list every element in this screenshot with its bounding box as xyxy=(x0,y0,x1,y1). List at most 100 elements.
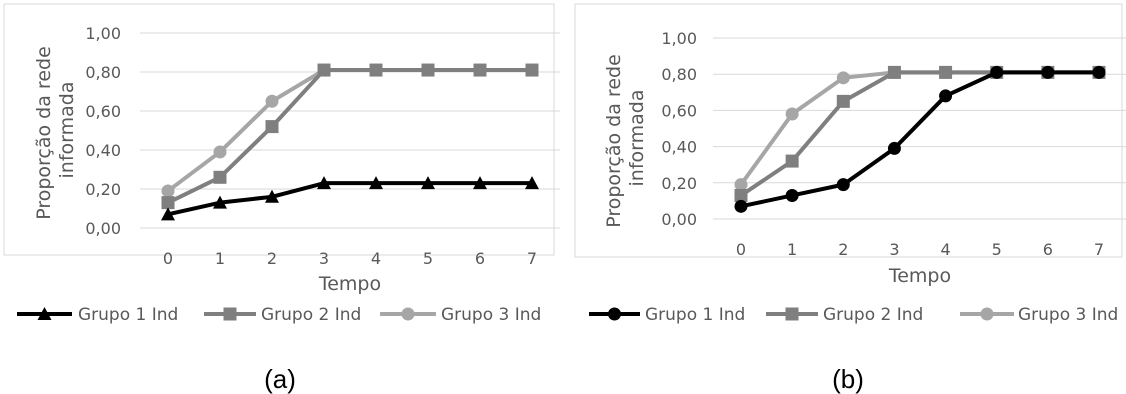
chart-b-frame xyxy=(574,3,1123,258)
chart-b-series-2-point xyxy=(836,94,850,108)
chart-a-series-1-line xyxy=(166,181,534,217)
chart-a-legend-label: Grupo 3 Ind xyxy=(441,305,541,325)
chart-a-legend-swatch-marker xyxy=(401,307,415,321)
chart-a-y-tick-label: 0,60 xyxy=(85,102,121,121)
chart-b-series-1 xyxy=(734,65,1106,213)
chart-a-series-2-line xyxy=(166,68,534,205)
chart-a-series-2-point xyxy=(369,63,383,77)
chart-b-legend-label: Grupo 2 Ind xyxy=(823,305,923,325)
chart-a-legend-swatch-marker xyxy=(223,307,237,321)
chart-a-y-tick-label: 0,00 xyxy=(85,219,121,238)
chart-a-series-2-point xyxy=(265,120,279,134)
chart-b-series-2-point xyxy=(939,65,953,79)
chart-a-series-3-point xyxy=(161,184,175,198)
chart-a-series-2-point xyxy=(213,170,227,184)
chart-b-x-tick-label: 4 xyxy=(940,240,950,259)
chart-a-legend-swatch-marker xyxy=(37,307,52,320)
chart-b-y-tick-label: 0,60 xyxy=(661,101,697,120)
chart-a-series-2-point xyxy=(161,196,175,210)
chart-a-y-axis-title-line2: informada xyxy=(56,82,78,179)
chart-b-x-axis-title: Tempo xyxy=(888,265,951,287)
chart-a-series-1-point xyxy=(213,195,227,209)
chart-a-frame xyxy=(3,3,555,256)
chart-a-series-2-point xyxy=(473,63,487,77)
chart-a-series xyxy=(161,63,539,221)
chart-a-series-1-point xyxy=(317,176,331,190)
chart-b-x-tick-label: 2 xyxy=(838,240,848,259)
chart-b-series-3-point xyxy=(785,107,799,121)
chart-b-legend-swatch-marker xyxy=(785,307,799,321)
chart-b-y-tick-label: 1,00 xyxy=(661,29,697,48)
chart-a-y-axis-title-line1: Proporção da rede xyxy=(33,46,55,220)
chart-b-y-axis-title-line2: informada xyxy=(626,90,648,187)
chart-b-series-1-point xyxy=(887,141,901,155)
chart-a-series-2 xyxy=(161,63,539,210)
chart-b-series-1-point xyxy=(990,65,1004,79)
chart-b-series-2-point xyxy=(887,65,901,79)
chart-b-legend-label: Grupo 1 Ind xyxy=(645,305,745,325)
chart-b-series-1-point xyxy=(785,188,799,202)
chart-a-series-2-point xyxy=(525,63,539,77)
chart-b-series-2-point xyxy=(734,188,748,202)
chart-a-y-tick-label: 0,20 xyxy=(85,180,121,199)
chart-b-legend: Grupo 1 Ind Grupo 2 Ind Grupo 3 Ind xyxy=(589,305,1118,325)
chart-a-series-1-point xyxy=(161,207,175,221)
chart-b-series-2-point xyxy=(785,154,799,168)
chart-a-series-3-point xyxy=(265,94,279,108)
chart-a-series-2-point xyxy=(421,63,435,77)
chart-b-series-1-point xyxy=(836,178,850,192)
chart-a-series-1-point xyxy=(421,176,435,190)
chart-b-panel-label: (b) xyxy=(832,364,864,394)
chart-a-legend-item-3: Grupo 3 Ind xyxy=(380,305,541,325)
chart-b-legend-item-1: Grupo 1 Ind xyxy=(589,305,745,325)
chart-b-y-axis-title: Proporção da rede informada xyxy=(603,48,648,228)
chart-b-legend-swatch-marker xyxy=(608,307,621,321)
chart-b-legend-item-2: Grupo 2 Ind xyxy=(766,305,923,325)
chart-b-x-tick-label: 6 xyxy=(1043,240,1053,259)
chart-a-x-tick-label: 0 xyxy=(163,249,173,268)
chart-b-y-tick-label: 0,40 xyxy=(661,138,697,157)
chart-a-y-ticks: 0,00 0,20 0,40 0,60 0,80 1,00 xyxy=(85,24,121,238)
chart-a-x-tick-label: 2 xyxy=(267,249,277,268)
chart-a-y-tick-label: 0,80 xyxy=(85,63,121,82)
chart-a-legend-label: Grupo 1 Ind xyxy=(78,305,178,325)
chart-a-y-axis-title: Proporção da rede informada xyxy=(33,40,78,220)
chart-b-series-1-point xyxy=(939,89,953,103)
chart-b-x-tick-label: 5 xyxy=(992,240,1002,259)
chart-b-series-3-point xyxy=(734,178,748,192)
chart-b-x-tick-label: 3 xyxy=(889,240,899,259)
chart-b-series-3-point xyxy=(836,71,850,85)
chart-b-legend-label: Grupo 3 Ind xyxy=(1018,305,1118,325)
chart-a-series-2-point xyxy=(317,63,331,77)
chart-a-x-tick-label: 6 xyxy=(475,249,485,268)
chart-a-legend-item-2: Grupo 2 Ind xyxy=(204,305,361,325)
chart-b-legend-item-3: Grupo 3 Ind xyxy=(960,305,1118,325)
chart-a-x-tick-label: 3 xyxy=(319,249,329,268)
chart-b-x-tick-label: 0 xyxy=(736,240,746,259)
chart-a-x-tick-label: 1 xyxy=(215,249,225,268)
chart-a-legend: Grupo 1 Ind Grupo 2 Ind Grupo 3 Ind xyxy=(17,305,541,325)
chart-a-series-1-point xyxy=(525,176,539,190)
chart-a-x-ticks: 0 1 2 3 4 5 6 7 xyxy=(163,249,537,268)
chart-b-series-1-point xyxy=(734,199,748,213)
chart-a-legend-item-1: Grupo 1 Ind xyxy=(17,305,178,325)
chart-b-y-tick-label: 0,00 xyxy=(661,210,697,229)
chart-b-series-1-line xyxy=(739,70,1101,209)
chart-a-series-1-point xyxy=(265,189,279,203)
chart-a-legend-label: Grupo 2 Ind xyxy=(261,305,361,325)
chart-a-series-1-point xyxy=(369,176,383,190)
chart-a-y-tick-label: 0,40 xyxy=(85,141,121,160)
chart-b-y-ticks: 0,00 0,20 0,40 0,60 0,80 1,00 xyxy=(661,29,697,229)
chart-b-series-1-point xyxy=(1041,65,1055,79)
chart-a-series-1-point xyxy=(473,176,487,190)
chart-b-x-tick-label: 7 xyxy=(1094,240,1104,259)
chart-a-x-axis-title: Tempo xyxy=(318,273,381,295)
chart-a-x-tick-label: 4 xyxy=(371,249,381,268)
chart-a-y-tick-label: 1,00 xyxy=(85,24,121,43)
chart-a-series-1 xyxy=(161,176,539,221)
chart-a-series-3-point xyxy=(213,145,227,159)
chart-a-panel-label: (a) xyxy=(264,364,296,394)
